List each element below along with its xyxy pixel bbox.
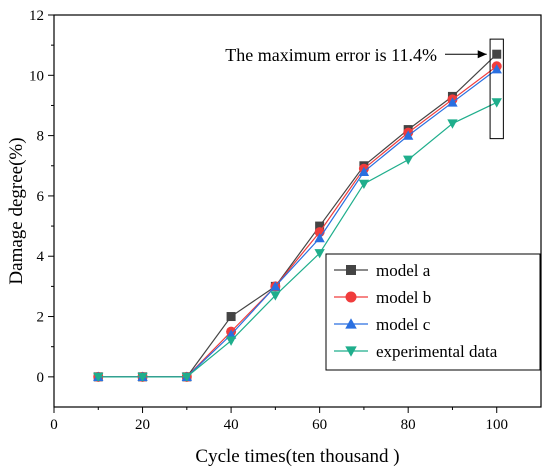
data-point-model-c [225,329,237,339]
annotation: The maximum error is 11.4% [225,38,504,140]
data-point-model-c [358,166,370,176]
x-tick-label: 20 [135,417,150,433]
y-axis-label: Damage degree(%) [6,137,27,284]
y-tick-label: 4 [37,249,45,265]
legend-label-experimental-data: experimental data [376,342,498,361]
y-tick-label: 6 [37,189,45,205]
x-axis-label: Cycle times(ten thousand ) [195,446,399,467]
x-tick-label: 80 [401,417,416,433]
y-tick-label: 0 [37,370,45,386]
legend-marker-model-c [345,318,357,329]
legend: model a model b model c experimental data [325,253,541,371]
x-tick-label: 60 [312,417,327,433]
legend-marker-model-b [345,291,357,303]
x-tick-label: 40 [224,417,239,433]
y-tick-label: 8 [37,129,45,145]
series-line-experimental-data [98,101,497,378]
annotation-text: The maximum error is 11.4% [225,45,437,65]
axes: 0 20 40 60 80 100 0 2 4 6 8 10 12 [29,8,542,433]
legend-label-model-c: model c [376,315,431,334]
data-point-model-c [403,130,414,140]
legend-label-model-b: model b [376,288,431,307]
data-point-experimental-data [225,336,237,346]
data-point-experimental-data [403,155,414,165]
data-point-model-c [314,232,325,243]
data-point-experimental-data [491,98,502,108]
data-point-experimental-data [270,291,281,301]
data-point-experimental-data [358,179,370,190]
y-tick-label: 2 [37,310,45,326]
y-tick-label: 12 [29,8,44,24]
data-point-model-a [226,312,236,322]
data-point-experimental-data [137,372,148,383]
annotation-arrowhead [477,50,487,59]
data-point-experimental-data [93,372,104,383]
x-tick-label: 100 [485,417,508,433]
highlight-box [489,38,504,140]
y-tick-label: 10 [29,68,44,84]
data-point-experimental-data [447,119,458,129]
legend-marker-model-a [346,265,356,275]
legend-label-model-a: model a [376,261,431,280]
legend-marker-experimental-data [345,346,357,357]
plot-frame [53,14,542,408]
data-point-experimental-data [314,249,325,259]
data-point-experimental-data [181,372,192,383]
data-point-model-c [270,281,281,291]
data-point-model-c [447,97,458,107]
x-tick-label: 0 [50,417,58,433]
data-point-model-c [491,64,502,74]
data-point-model-a [315,221,325,231]
data-point-model-a [492,49,502,59]
plot-area [93,49,502,383]
